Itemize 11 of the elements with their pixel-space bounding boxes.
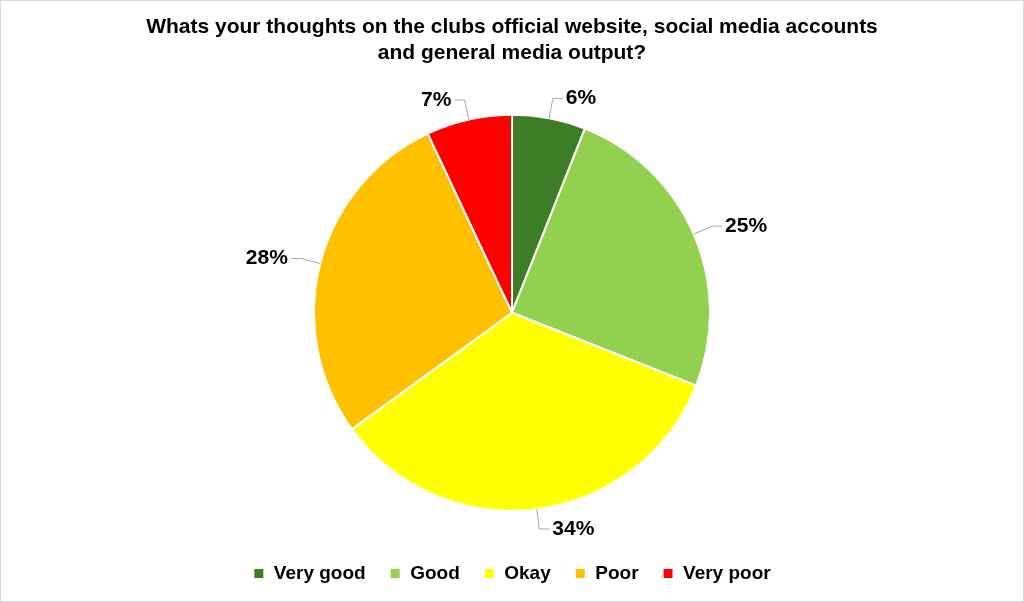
legend-label: Okay (504, 561, 552, 583)
data-label: 6% (565, 85, 597, 109)
legend-label: Good (410, 561, 460, 583)
chart-title: Whats your thoughts on the clubs official website, social media accounts and general media output? (146, 14, 878, 63)
data-label: 25% (725, 212, 768, 236)
data-label: 34% (552, 515, 595, 539)
legend-label: Poor (595, 561, 640, 583)
data-label: 28% (245, 245, 289, 269)
legend-label: Very poor (683, 561, 772, 583)
legend-label: Very good (273, 561, 366, 583)
data-label: 7% (421, 86, 452, 110)
